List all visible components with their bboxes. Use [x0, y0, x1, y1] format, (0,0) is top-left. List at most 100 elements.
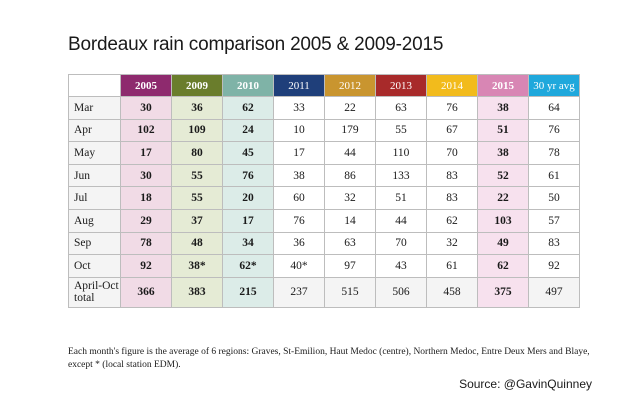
cell-2013: 110	[375, 141, 427, 165]
table-row-sep: Sep 78 48 34 36 63 70 32 49 83	[68, 231, 580, 256]
cell-2009: 48	[171, 231, 223, 256]
cell-2009: 55	[171, 163, 223, 188]
cell-2014: 32	[426, 231, 478, 256]
cell-2012: 32	[324, 186, 376, 210]
row-label: Aug	[68, 208, 121, 233]
cell-2012: 179	[324, 118, 376, 143]
cell-30-yr-avg: 83	[528, 231, 580, 256]
cell-2012: 97	[324, 254, 376, 278]
cell-2005: 18	[120, 186, 172, 210]
cell-2010: 20	[222, 186, 274, 210]
source-credit: Source: @GavinQuinney	[459, 377, 592, 391]
cell-2011: 40*	[273, 254, 325, 278]
row-label: Jun	[68, 163, 121, 188]
cell-2013: 44	[375, 208, 427, 233]
cell-30-yr-avg: 497	[528, 276, 580, 308]
cell-2010: 62	[222, 96, 274, 120]
cell-2009: 37	[171, 208, 223, 233]
column-header-2013: 2013	[375, 74, 427, 97]
cell-2015: 51	[477, 118, 529, 143]
row-label: Apr	[68, 118, 121, 143]
header-corner	[68, 74, 121, 97]
cell-2012: 86	[324, 163, 376, 188]
cell-2010: 45	[222, 141, 274, 165]
row-label: May	[68, 141, 121, 165]
cell-2009: 383	[171, 276, 223, 308]
row-label: Sep	[68, 231, 121, 256]
row-label-text: Jul	[74, 192, 88, 205]
table-row-jun: Jun 30 55 76 38 86 133 83 52 61	[68, 163, 580, 188]
cell-2015: 52	[477, 163, 529, 188]
cell-2010: 76	[222, 163, 274, 188]
cell-2014: 458	[426, 276, 478, 308]
cell-2005: 30	[120, 96, 172, 120]
cell-2012: 63	[324, 231, 376, 256]
column-header-2012: 2012	[324, 74, 376, 97]
row-label-text: Jun	[74, 169, 90, 182]
cell-2013: 133	[375, 163, 427, 188]
column-header-2014: 2014	[426, 74, 478, 97]
cell-2015: 22	[477, 186, 529, 210]
cell-30-yr-avg: 92	[528, 254, 580, 278]
cell-2011: 60	[273, 186, 325, 210]
cell-2014: 67	[426, 118, 478, 143]
cell-2012: 515	[324, 276, 376, 308]
cell-2011: 33	[273, 96, 325, 120]
table-row-may: May 17 80 45 17 44 110 70 38 78	[68, 141, 580, 165]
cell-2009: 36	[171, 96, 223, 120]
cell-2005: 78	[120, 231, 172, 256]
column-header-30-yr-avg: 30 yr avg	[528, 74, 580, 97]
cell-2011: 76	[273, 208, 325, 233]
table-row-oct: Oct 92 38* 62* 40* 97 43 61 62 92	[68, 254, 580, 278]
row-label-text: May	[74, 146, 96, 159]
cell-2009: 109	[171, 118, 223, 143]
table-row-total: April-Oct total 366 383 215 237 515 506 458 375 49…	[68, 276, 580, 308]
cell-2015: 375	[477, 276, 529, 308]
cell-2013: 43	[375, 254, 427, 278]
cell-30-yr-avg: 78	[528, 141, 580, 165]
cell-30-yr-avg: 64	[528, 96, 580, 120]
column-header-2010: 2010	[222, 74, 274, 97]
column-header-2011: 2011	[273, 74, 325, 97]
cell-2011: 10	[273, 118, 325, 143]
cell-30-yr-avg: 76	[528, 118, 580, 143]
cell-2014: 61	[426, 254, 478, 278]
cell-2011: 17	[273, 141, 325, 165]
row-label-text: April-Oct	[74, 280, 119, 293]
row-label: Mar	[68, 96, 121, 120]
table-row-aug: Aug 29 37 17 76 14 44 62 103 57	[68, 208, 580, 233]
cell-2009: 80	[171, 141, 223, 165]
cell-30-yr-avg: 57	[528, 208, 580, 233]
cell-2013: 51	[375, 186, 427, 210]
cell-2012: 22	[324, 96, 376, 120]
table-row-apr: Apr 102 109 24 10 179 55 67 51 76	[68, 118, 580, 143]
cell-2013: 63	[375, 96, 427, 120]
row-label-text: Aug	[74, 214, 94, 227]
cell-2005: 29	[120, 208, 172, 233]
cell-30-yr-avg: 61	[528, 163, 580, 188]
cell-2010: 17	[222, 208, 274, 233]
cell-2012: 14	[324, 208, 376, 233]
cell-2015: 62	[477, 254, 529, 278]
cell-2011: 237	[273, 276, 325, 308]
cell-2015: 49	[477, 231, 529, 256]
cell-2015: 103	[477, 208, 529, 233]
cell-2014: 83	[426, 186, 478, 210]
rain-table: 2005 2009 2010 2011 2012 2013 2014 2015 30 yr av…	[68, 74, 580, 308]
row-label-text: Sep	[74, 237, 92, 250]
cell-2005: 92	[120, 254, 172, 278]
cell-2005: 102	[120, 118, 172, 143]
cell-2010: 34	[222, 231, 274, 256]
cell-2011: 38	[273, 163, 325, 188]
row-label: Jul	[68, 186, 121, 210]
cell-2015: 38	[477, 96, 529, 120]
cell-30-yr-avg: 50	[528, 186, 580, 210]
footnote: Each month's figure is the average of 6 …	[68, 347, 590, 370]
cell-2010: 24	[222, 118, 274, 143]
cell-2013: 506	[375, 276, 427, 308]
cell-2015: 38	[477, 141, 529, 165]
row-label-text: total	[74, 292, 95, 305]
cell-2009: 38*	[171, 254, 223, 278]
cell-2005: 30	[120, 163, 172, 188]
table-row-mar: Mar 30 36 62 33 22 63 76 38 64	[68, 96, 580, 120]
